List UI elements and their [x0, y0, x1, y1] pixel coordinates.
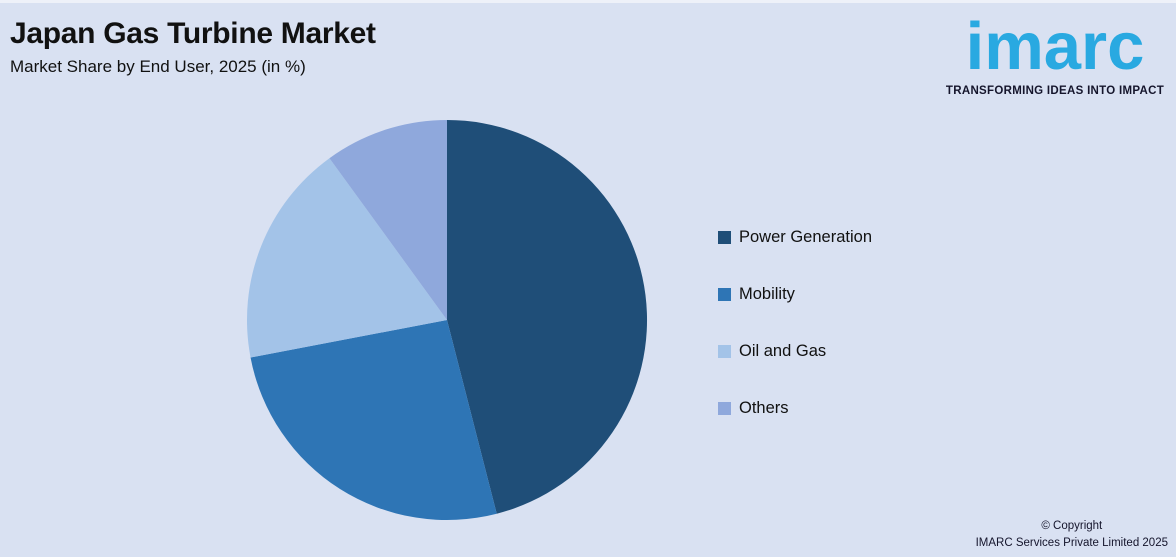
legend-label: Power Generation: [739, 228, 872, 246]
copyright-line1: © Copyright: [1041, 519, 1103, 532]
imarc-logo: imarc TRANSFORMING IDEAS INTO IMPACT: [939, 5, 1171, 97]
pie-slice-mobility: [250, 320, 497, 521]
chart-header: Japan Gas Turbine Market Market Share by…: [10, 17, 376, 77]
pie-slice-oil-and-gas: [246, 158, 447, 358]
legend-item-oil-and-gas: Oil and Gas: [718, 341, 872, 362]
legend-item-others: Others: [718, 398, 872, 419]
pie-chart: [246, 119, 648, 521]
imarc-tagline: TRANSFORMING IDEAS INTO IMPACT: [945, 85, 1165, 97]
legend-marker-icon: [718, 402, 731, 415]
page-title: Japan Gas Turbine Market: [10, 17, 376, 50]
copyright-notice: © Copyright IMARC Services Private Limit…: [976, 518, 1168, 553]
chart-subtitle: Market Share by End User, 2025 (in %): [10, 57, 306, 76]
pie-slice-power-generation: [447, 119, 648, 514]
copyright-line2: IMARC Services Private Limited 2025: [975, 536, 1168, 549]
legend-item-power-generation: Power Generation: [718, 227, 872, 248]
imarc-wordmark: imarc: [965, 9, 1145, 84]
legend-item-mobility: Mobility: [718, 284, 872, 305]
legend-marker-icon: [718, 288, 731, 301]
legend-label: Oil and Gas: [739, 342, 827, 360]
legend-marker-icon: [718, 345, 731, 358]
legend-label: Mobility: [739, 285, 795, 303]
legend-marker-icon: [718, 231, 731, 244]
pie-slice-others: [329, 119, 447, 320]
chart-legend: Power Generation Mobility Oil and Gas Other…: [718, 227, 872, 419]
legend-label: Others: [739, 399, 789, 417]
